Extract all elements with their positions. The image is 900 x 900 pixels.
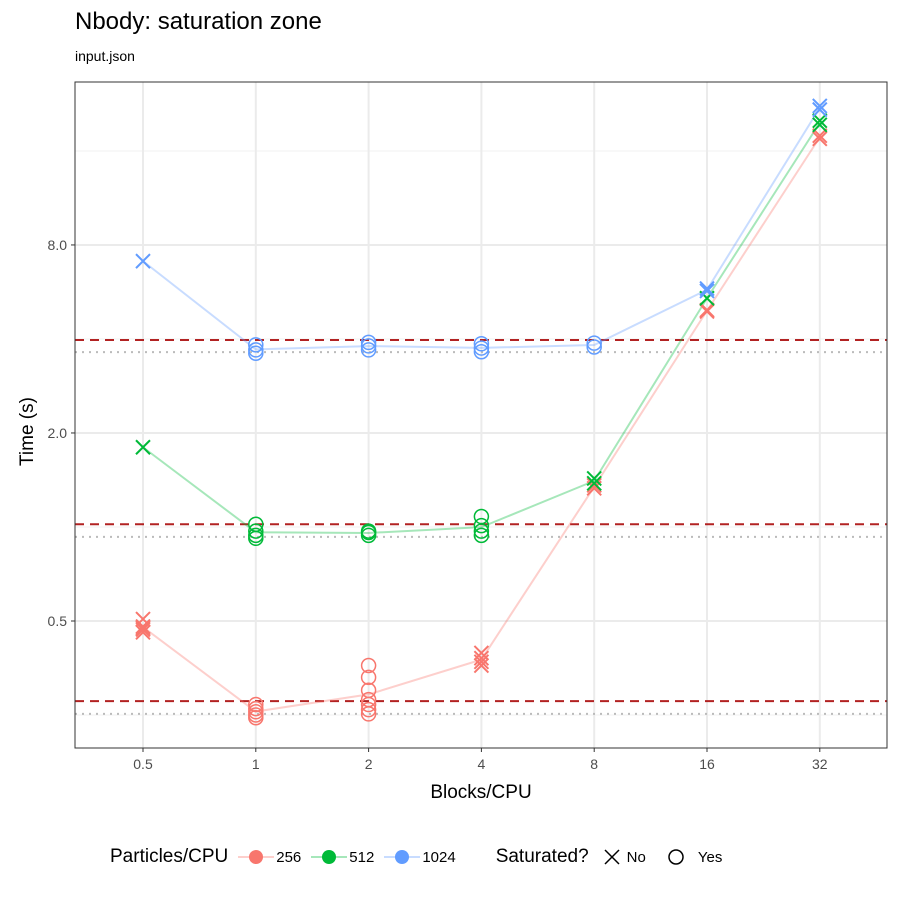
y-axis-label: Time (s) <box>17 397 38 466</box>
point-unsaturated-512 <box>586 470 602 487</box>
x-tick-label: 1 <box>252 756 260 772</box>
point-unsaturated-256 <box>135 618 151 635</box>
point-unsaturated-512 <box>586 475 602 492</box>
point-saturated-1024 <box>360 338 377 354</box>
x-tick-label: 32 <box>812 756 828 772</box>
point-unsaturated-256 <box>812 131 828 147</box>
point-saturated-512 <box>473 517 490 534</box>
point-saturated-256 <box>360 696 377 713</box>
legend-item-512: 512 <box>309 847 374 867</box>
legend-label-256: 256 <box>276 848 302 866</box>
point-saturated-512 <box>473 527 490 544</box>
legend-item-yes: Yes <box>654 847 722 867</box>
point-unsaturated-256 <box>135 621 151 638</box>
point-saturated-1024 <box>586 335 602 351</box>
legend-item-1024: 1024 <box>382 847 456 867</box>
point-unsaturated-256 <box>473 657 490 674</box>
point-unsaturated-1024 <box>812 98 828 114</box>
legend-item-no: No <box>597 847 646 867</box>
point-saturated-512 <box>473 523 490 539</box>
point-saturated-512 <box>248 530 264 547</box>
point-unsaturated-512 <box>135 439 151 455</box>
point-saturated-1024 <box>473 344 490 360</box>
x-tick-label: 4 <box>478 756 486 772</box>
legend-label-512: 512 <box>349 848 375 866</box>
point-unsaturated-1024 <box>699 283 715 299</box>
point-saturated-1024 <box>248 345 264 361</box>
point-unsaturated-256 <box>699 302 715 318</box>
y-tick-label: 2.0 <box>48 425 68 441</box>
x-axis-label: Blocks/CPU <box>430 782 532 803</box>
point-saturated-1024 <box>473 340 490 356</box>
point-unsaturated-1024 <box>135 253 151 269</box>
point-unsaturated-1024 <box>812 101 828 118</box>
point-saturated-256 <box>360 706 377 722</box>
legend-label-yes: Yes <box>697 848 723 866</box>
x-tick-label: 0.5 <box>133 756 153 772</box>
point-unsaturated-256 <box>586 477 602 493</box>
legend-label-1024: 1024 <box>422 848 456 866</box>
plot-border <box>74 81 888 749</box>
x-tick-label: 8 <box>590 756 598 772</box>
point-saturated-256 <box>248 696 264 713</box>
chart-title: Nbody: saturation zone <box>75 8 322 35</box>
point-saturated-256 <box>360 657 377 674</box>
x-tick-label: 2 <box>365 756 373 772</box>
legend-shape-title: Saturated? <box>495 846 589 867</box>
point-unsaturated-512 <box>812 117 828 133</box>
legend: Particles/CPU 256 512 1024 Saturated? No… <box>110 846 730 868</box>
chart-subtitle: input.json <box>75 48 135 64</box>
legend-color-title: Particles/CPU <box>110 846 229 867</box>
point-saturated-1024 <box>248 337 264 353</box>
point-unsaturated-256 <box>473 654 490 670</box>
point-saturated-256 <box>360 669 377 686</box>
point-saturated-1024 <box>360 334 377 351</box>
y-tick-label: 0.5 <box>48 613 68 629</box>
point-saturated-256 <box>360 701 377 718</box>
point-saturated-1024 <box>473 336 490 352</box>
x-tick-label: 16 <box>699 756 715 772</box>
point-saturated-1024 <box>248 342 264 358</box>
point-unsaturated-256 <box>473 650 490 666</box>
legend-item-256: 256 <box>236 847 301 867</box>
point-unsaturated-512 <box>812 112 828 129</box>
point-saturated-1024 <box>360 342 377 358</box>
point-saturated-256 <box>248 709 264 726</box>
point-unsaturated-256 <box>135 620 151 636</box>
legend-label-no: No <box>626 848 646 866</box>
point-saturated-512 <box>248 523 264 539</box>
y-tick-label: 8.0 <box>48 237 68 253</box>
point-unsaturated-256 <box>135 624 151 641</box>
point-saturated-512 <box>360 527 377 544</box>
point-unsaturated-1024 <box>699 280 715 297</box>
point-saturated-1024 <box>586 339 602 355</box>
point-unsaturated-256 <box>812 128 828 144</box>
